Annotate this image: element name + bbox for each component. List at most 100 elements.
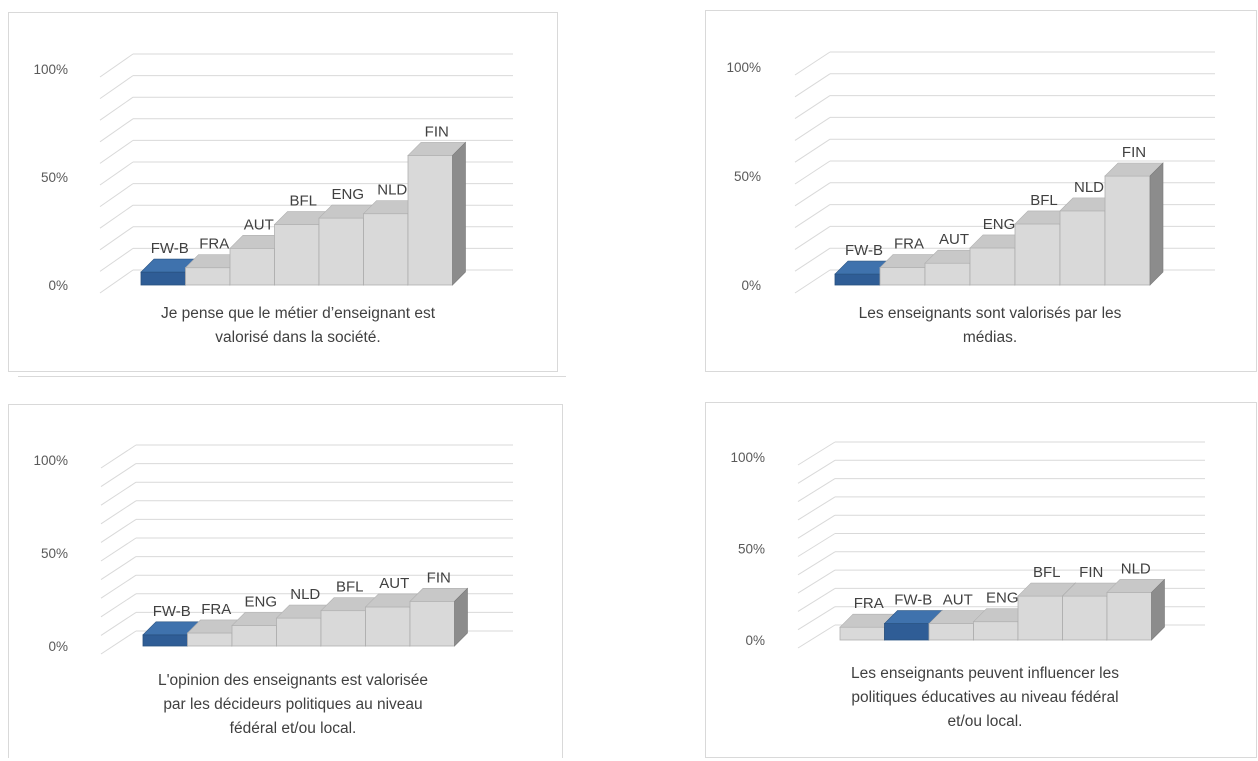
gridline-side bbox=[100, 500, 137, 525]
gridline-side bbox=[99, 183, 134, 208]
gridline-side bbox=[100, 518, 137, 543]
bar-category-label: FRA bbox=[199, 236, 229, 253]
bar-category-label: FW-B bbox=[894, 592, 932, 609]
gridline-side bbox=[100, 481, 137, 506]
bar-category-label: FRA bbox=[201, 601, 231, 618]
bar-front bbox=[185, 267, 231, 286]
bar-front bbox=[229, 247, 275, 286]
bar-front bbox=[318, 217, 364, 286]
chart-title: Je pense que le métier d’enseignant est … bbox=[103, 302, 493, 350]
bar-category-label: FIN bbox=[425, 123, 449, 140]
gridline-side bbox=[100, 444, 137, 469]
y-tick-label: 0% bbox=[48, 278, 68, 293]
bar-category-label: BFL bbox=[336, 579, 364, 596]
chart-svg: 0% 50% 100% FW-B FRA AUT ENG BFL NLD FIN bbox=[726, 51, 1215, 294]
chart-title-line: Les enseignants peuvent influencer les bbox=[851, 665, 1119, 682]
y-tick-label: 0% bbox=[745, 633, 765, 648]
chart-title-line: valorisé dans la société. bbox=[215, 329, 381, 346]
gridline-side bbox=[99, 204, 134, 229]
chart-title-line: médias. bbox=[962, 329, 1018, 346]
gridline-side bbox=[99, 226, 134, 251]
gridline-side bbox=[99, 139, 134, 164]
bar-side bbox=[1149, 162, 1164, 286]
chart-title: L'opinion des enseignants est valorisée … bbox=[98, 669, 488, 741]
chart-panel: 0% 50% 100% FW-B FRA AUT BFL ENG NLD FIN Je pense… bbox=[8, 12, 558, 372]
chart-title: Les enseignants peuvent influencer les p… bbox=[790, 662, 1180, 734]
bar-category-label: FIN bbox=[427, 569, 451, 586]
chart-panel: 0% 50% 100% FW-B FRA AUT ENG BFL NLD FIN Les ense… bbox=[705, 10, 1257, 372]
bar-category-label: BFL bbox=[1033, 564, 1061, 581]
gridline-side bbox=[797, 533, 836, 557]
chart-frame bbox=[705, 10, 1257, 372]
bar-front bbox=[140, 271, 186, 286]
bar-front bbox=[407, 154, 453, 286]
bar-category-label: ENG bbox=[986, 590, 1019, 607]
bar-front bbox=[1059, 210, 1106, 286]
chart-title-line: par les décideurs politiques au niveau bbox=[163, 696, 423, 713]
bar-front bbox=[928, 623, 974, 641]
chart-title-line: L'opinion des enseignants est valorisée bbox=[157, 672, 429, 689]
gridline-side bbox=[794, 182, 831, 207]
y-tick-label: 50% bbox=[734, 169, 761, 184]
bar-front bbox=[1014, 223, 1061, 286]
chart-svg: 0% 50% 100% FW-B FRA ENG NLD BFL AUT FIN bbox=[33, 444, 513, 655]
gridline-side bbox=[794, 247, 831, 272]
bar-category-label: AUT bbox=[244, 216, 274, 233]
bar-category-label: NLD bbox=[1121, 560, 1151, 577]
bar-front bbox=[1017, 595, 1063, 641]
gridline-side bbox=[100, 556, 137, 581]
chart-svg: 0% 50% 100% FRA FW-B AUT ENG BFL FIN NLD bbox=[730, 441, 1205, 649]
bar-category-label: ENG bbox=[983, 216, 1016, 233]
bar-front bbox=[924, 262, 971, 286]
bar-category-label: NLD bbox=[290, 586, 320, 603]
bar-category-label: ENG bbox=[331, 186, 364, 203]
bar-side bbox=[1151, 578, 1165, 641]
gridline-side bbox=[797, 569, 836, 594]
bar-category-label: BFL bbox=[289, 193, 317, 210]
chart-title: Les enseignants sont valorisés par les m… bbox=[795, 302, 1185, 350]
y-tick-label: 100% bbox=[33, 62, 68, 77]
chart-title-line: fédéral et/ou local. bbox=[229, 720, 357, 737]
gridline-side bbox=[100, 630, 137, 655]
gridline-side bbox=[794, 95, 831, 120]
bar-front bbox=[365, 606, 411, 647]
bar-category-label: FW-B bbox=[153, 603, 191, 620]
gridline-side bbox=[100, 463, 137, 488]
chart-title-line: et/ou local. bbox=[947, 713, 1023, 730]
bar-front bbox=[187, 632, 233, 647]
y-tick-label: 50% bbox=[41, 170, 68, 185]
gridline-side bbox=[99, 75, 134, 100]
bar-category-label: BFL bbox=[1030, 192, 1058, 209]
bar-front bbox=[231, 625, 277, 647]
bar-front bbox=[1104, 175, 1151, 286]
bar-side bbox=[452, 141, 466, 286]
divider bbox=[18, 376, 566, 377]
bar-category-label: AUT bbox=[939, 231, 969, 248]
gridline-side bbox=[99, 118, 134, 143]
y-tick-label: 50% bbox=[41, 546, 68, 561]
chart-title-line: Les enseignants sont valorisés par les bbox=[858, 305, 1122, 322]
gridline-side bbox=[797, 551, 836, 576]
chart-panel: 0% 50% 100% FW-B FRA ENG NLD BFL AUT FIN L'opinio… bbox=[8, 404, 563, 758]
gridline-side bbox=[794, 204, 831, 229]
bar-front bbox=[276, 617, 322, 647]
chart-title-line: Je pense que le métier d’enseignant est bbox=[160, 305, 435, 322]
bar-front bbox=[839, 626, 885, 641]
gridline-side bbox=[794, 160, 831, 185]
bar-front bbox=[1106, 592, 1152, 641]
bar-front bbox=[969, 247, 1016, 286]
gridline-side bbox=[797, 459, 836, 484]
gridline-side bbox=[797, 587, 836, 612]
bar bbox=[407, 141, 467, 286]
gridline-side bbox=[100, 593, 137, 618]
bar bbox=[275, 604, 335, 647]
bar bbox=[409, 587, 469, 647]
bar-category-label: NLD bbox=[1074, 179, 1104, 196]
gridline-side bbox=[99, 269, 134, 294]
gridline-side bbox=[99, 96, 134, 121]
gridline-side bbox=[99, 247, 134, 272]
bar-front bbox=[409, 600, 455, 647]
chart-title-line: politiques éducatives au niveau fédéral bbox=[851, 689, 1119, 706]
bar-front bbox=[1062, 595, 1108, 641]
gridline-side bbox=[100, 611, 137, 636]
